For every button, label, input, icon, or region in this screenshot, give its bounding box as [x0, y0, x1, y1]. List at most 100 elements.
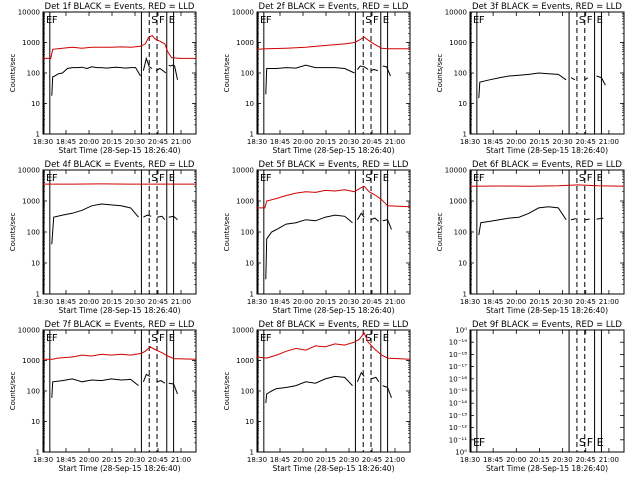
y-tick-label: 10 [31, 260, 40, 268]
series-line-lld [43, 347, 196, 359]
x-tick-label: 18:30 [247, 456, 267, 464]
event-marker-label: E [597, 15, 603, 26]
y-tick-label: 100 [27, 70, 40, 78]
x-tick-label: 20:15 [529, 298, 549, 306]
y-tick-label: 10⁻¹¹ [449, 436, 467, 444]
event-marker-label: F [52, 173, 58, 184]
x-tick-label: 18:45 [270, 298, 290, 306]
chart-title: Det 1f BLACK = Events, RED = LLD [45, 2, 195, 12]
x-axis-label: Start Time (28-Sep-15 18:26:40) [273, 306, 395, 315]
y-tick-label: 10 [31, 100, 40, 108]
y-tick-label: 10000 [18, 9, 40, 17]
x-tick-label: 20:15 [529, 138, 549, 146]
event-marker-label: F [266, 333, 272, 344]
event-marker-label: F [266, 173, 272, 184]
plot-frame [257, 330, 410, 452]
event-marker-label: F [373, 173, 379, 184]
y-axis-label: Counts/sec [436, 54, 444, 93]
y-axis-label: Counts/sec [223, 54, 231, 93]
y-tick-label: 10 [245, 100, 254, 108]
x-axis-label: Start Time (28-Sep-15 18:26:40) [486, 306, 608, 315]
y-tick-label: 1000 [236, 39, 254, 47]
plot-frame [257, 12, 410, 134]
plot-frame [470, 12, 624, 134]
series-line-events [52, 67, 141, 96]
series-line-events [143, 215, 151, 217]
event-marker-label: E [597, 436, 604, 449]
chart-panel-5: Det 5f BLACK = Events, RED = LLD11010010… [223, 160, 410, 315]
x-tick-label: 18:45 [270, 456, 290, 464]
x-tick-label: 20:00 [506, 298, 526, 306]
y-tick-label: 10⁻¹⁶ [449, 375, 467, 383]
chart-title: Det 8f BLACK = Events, RED = LLD [259, 320, 409, 330]
y-tick-label: 10000 [232, 167, 254, 175]
series-line-events [52, 379, 139, 398]
x-tick-label: 21:00 [599, 456, 619, 464]
series-line-events [371, 218, 379, 221]
x-tick-label: 18:45 [483, 138, 503, 146]
x-tick-label: 20:00 [79, 138, 99, 146]
x-tick-label: 18:45 [56, 456, 76, 464]
x-tick-label: 18:30 [460, 138, 480, 146]
x-tick-label: 20:15 [316, 298, 336, 306]
x-axis-label: Start Time (28-Sep-15 18:26:40) [59, 464, 181, 473]
y-tick-label: 10 [245, 260, 254, 268]
y-tick-label: 1000 [236, 357, 254, 365]
x-axis-label: Start Time (28-Sep-15 18:26:40) [273, 464, 395, 473]
event-marker-label: F [159, 15, 165, 26]
x-tick-label: 20:00 [506, 138, 526, 146]
y-axis-label: Counts/sec [223, 372, 231, 411]
x-tick-label: 18:30 [460, 298, 480, 306]
series-line-events [143, 58, 152, 70]
x-tick-label: 21:00 [385, 456, 405, 464]
series-line-events [383, 66, 391, 76]
y-axis-label: Counts/sec [223, 213, 231, 252]
x-tick-label: 18:45 [270, 138, 290, 146]
y-tick-label: 10 [458, 260, 467, 268]
x-tick-label: 20:30 [553, 298, 573, 306]
y-tick-label: 10⁻¹⁹ [449, 339, 467, 347]
x-tick-label: 18:45 [483, 456, 503, 464]
series-line-events [266, 215, 353, 279]
x-tick-label: 20:45 [576, 456, 596, 464]
x-tick-label: 20:15 [529, 456, 549, 464]
event-marker-label: F [479, 173, 485, 184]
x-axis-label: Start Time (28-Sep-15 18:26:40) [486, 464, 608, 473]
y-tick-label: 100 [241, 388, 254, 396]
x-tick-label: 20:00 [79, 298, 99, 306]
event-marker-label: F [266, 15, 272, 26]
x-tick-label: 20:30 [339, 298, 359, 306]
x-tick-label: 20:00 [293, 456, 313, 464]
x-tick-label: 20:15 [102, 456, 122, 464]
x-tick-label: 20:15 [316, 456, 336, 464]
event-marker-label: E [383, 333, 389, 344]
plot-frame [43, 170, 196, 294]
x-tick-label: 20:45 [576, 298, 596, 306]
event-marker-label: E [169, 333, 175, 344]
event-marker-label: F [52, 15, 58, 26]
y-tick-label: 1000 [22, 39, 40, 47]
chart-panel-7: Det 7f BLACK = Events, RED = LLD11010010… [9, 320, 196, 473]
chart-title: Det 5f BLACK = Events, RED = LLD [259, 160, 409, 170]
x-tick-label: 21:00 [599, 298, 619, 306]
x-axis-label: Start Time (28-Sep-15 18:26:40) [273, 146, 395, 155]
x-tick-label: 20:45 [362, 138, 382, 146]
x-tick-label: 20:30 [125, 456, 145, 464]
y-tick-label: 10⁰ [455, 327, 467, 335]
chart-panel-9: Det 9f BLACK = Events, RED = LLD10⁰10⁻¹¹… [449, 320, 624, 473]
event-marker-label: F [373, 333, 379, 344]
y-tick-label: 10000 [18, 327, 40, 335]
x-tick-label: 20:45 [148, 298, 168, 306]
event-marker-label: F [373, 15, 379, 26]
y-tick-label: 100 [241, 229, 254, 237]
event-marker-label: E [383, 15, 389, 26]
chart-panel-3: Det 3f BLACK = Events, RED = LLD11010010… [436, 2, 624, 155]
series-line-events [371, 377, 379, 381]
y-tick-label: 10000 [232, 327, 254, 335]
x-tick-label: 20:45 [148, 456, 168, 464]
series-line-events [266, 65, 355, 94]
series-line-events [479, 207, 566, 235]
event-marker-label: E [169, 173, 175, 184]
